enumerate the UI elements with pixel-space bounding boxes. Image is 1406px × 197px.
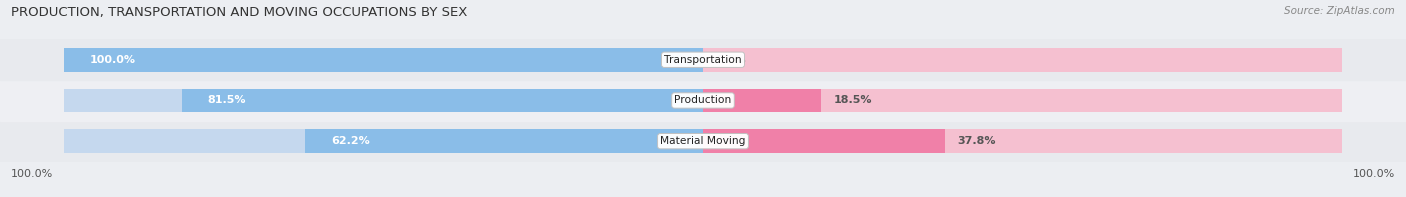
Text: 62.2%: 62.2%: [330, 136, 370, 146]
Bar: [63, 48, 703, 72]
Text: Transportation: Transportation: [664, 55, 742, 65]
Bar: [63, 129, 703, 153]
Bar: [305, 129, 703, 153]
Bar: [63, 89, 703, 112]
Bar: [0, 121, 1406, 162]
Text: 37.8%: 37.8%: [957, 136, 995, 146]
Bar: [0, 39, 1406, 80]
Text: PRODUCTION, TRANSPORTATION AND MOVING OCCUPATIONS BY SEX: PRODUCTION, TRANSPORTATION AND MOVING OC…: [11, 6, 468, 19]
Text: 18.5%: 18.5%: [834, 96, 873, 105]
Text: 100.0%: 100.0%: [11, 169, 53, 179]
Text: Production: Production: [675, 96, 731, 105]
Bar: [703, 89, 821, 112]
Bar: [703, 129, 945, 153]
Bar: [703, 129, 1343, 153]
Text: 100.0%: 100.0%: [1353, 169, 1395, 179]
Text: 100.0%: 100.0%: [90, 55, 135, 65]
Bar: [183, 89, 703, 112]
Text: 0.0%: 0.0%: [716, 55, 747, 65]
Bar: [0, 80, 1406, 121]
Bar: [63, 48, 703, 72]
Bar: [703, 48, 1343, 72]
Text: 81.5%: 81.5%: [208, 96, 246, 105]
Text: Material Moving: Material Moving: [661, 136, 745, 146]
Text: Source: ZipAtlas.com: Source: ZipAtlas.com: [1284, 6, 1395, 16]
Bar: [703, 89, 1343, 112]
